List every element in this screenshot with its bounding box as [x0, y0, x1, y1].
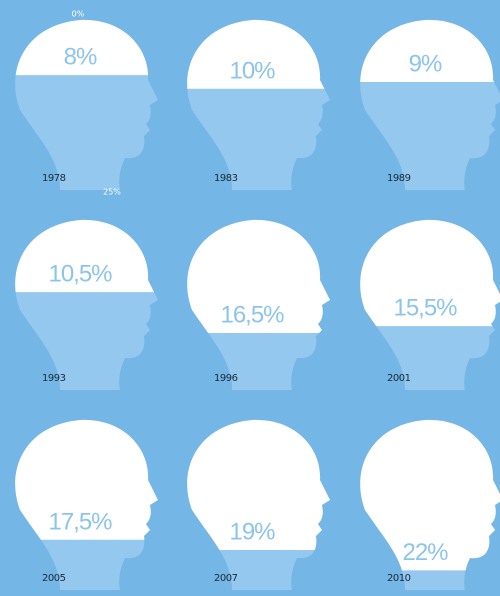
scale-label: 25%: [103, 188, 121, 197]
value-label: 19%: [229, 519, 275, 546]
year-label: 1993: [42, 373, 66, 384]
value-label: 10%: [229, 57, 275, 84]
year-label: 2001: [387, 373, 411, 384]
value-label: 17,5%: [48, 508, 112, 535]
year-label: 2005: [42, 573, 66, 584]
year-label: 2010: [387, 573, 411, 584]
value-label: 8%: [64, 44, 97, 71]
scale-label: 0%: [72, 10, 85, 19]
value-label: 15,5%: [393, 295, 457, 322]
year-label: 1978: [42, 173, 66, 184]
value-label: 22%: [402, 539, 448, 566]
value-label: 9%: [409, 51, 442, 78]
value-label: 10,5%: [48, 261, 112, 288]
value-label: 16,5%: [220, 302, 284, 329]
chart: 8% 1978 10% 1983 9% 1989 10,5% 1993 16,5% 1996 15,…: [0, 0, 500, 596]
year-label: 2007: [214, 573, 238, 584]
year-label: 1983: [214, 173, 238, 184]
year-label: 1996: [214, 373, 238, 384]
year-label: 1989: [387, 173, 411, 184]
